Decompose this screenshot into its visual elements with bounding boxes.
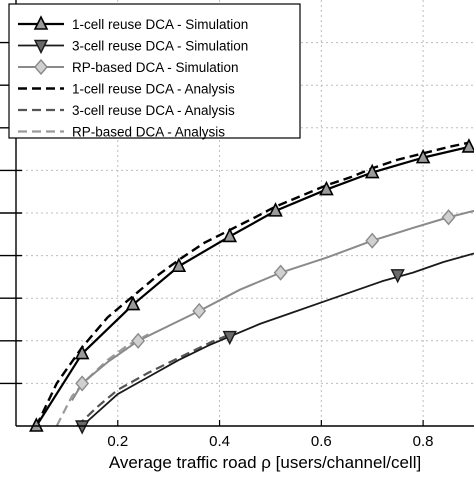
series-line (76, 333, 231, 427)
data-point (125, 295, 141, 311)
data-point (222, 330, 237, 346)
legend-label: RP-based DCA - Analysis (72, 125, 225, 140)
data-point (192, 302, 207, 320)
data-point (74, 344, 90, 360)
data-point (273, 264, 288, 281)
data-point (131, 332, 146, 349)
series-line (35, 141, 470, 427)
data-point (461, 138, 474, 153)
legend-marker (33, 39, 49, 55)
series-line (81, 252, 474, 427)
data-point (222, 227, 238, 243)
legend-box (8, 3, 301, 139)
data-point (75, 420, 90, 435)
data-point (441, 209, 456, 226)
legend-marker (34, 58, 48, 76)
x-tick-label: 0.6 (311, 433, 332, 450)
data-point (319, 180, 334, 196)
legend-label: 1-cell reuse DCA - Simulation (72, 17, 248, 32)
plot-series (29, 138, 474, 435)
x-tick-label: 0.8 (413, 433, 434, 450)
data-point (365, 232, 380, 249)
legend: 1-cell reuse DCA - Simulation 3-cell reus… (8, 3, 301, 140)
legend-label: 3-cell reuse DCA - Simulation (72, 39, 248, 54)
legend-label: 1-cell reuse DCA - Analysis (72, 82, 235, 97)
data-point (75, 375, 90, 392)
x-axis-label: Average traffic road ρ [users/channel/ce… (109, 453, 421, 472)
data-point (390, 269, 405, 284)
legend-label: 3-cell reuse DCA - Analysis (72, 103, 235, 118)
x-tick-label: 0.4 (209, 433, 230, 450)
legend-label: RP-based DCA - Simulation (72, 60, 239, 75)
axes: 0.2 0.4 0.6 0.8 (0, 0, 474, 450)
data-point (29, 417, 44, 432)
data-point (415, 148, 431, 164)
x-tick-label: 0.2 (107, 433, 128, 450)
data-point (171, 257, 187, 273)
grid (16, 0, 474, 426)
data-point (364, 163, 380, 179)
data-point (268, 202, 283, 217)
series-line (71, 209, 474, 401)
legend-marker (33, 15, 49, 30)
series-line (35, 145, 470, 427)
